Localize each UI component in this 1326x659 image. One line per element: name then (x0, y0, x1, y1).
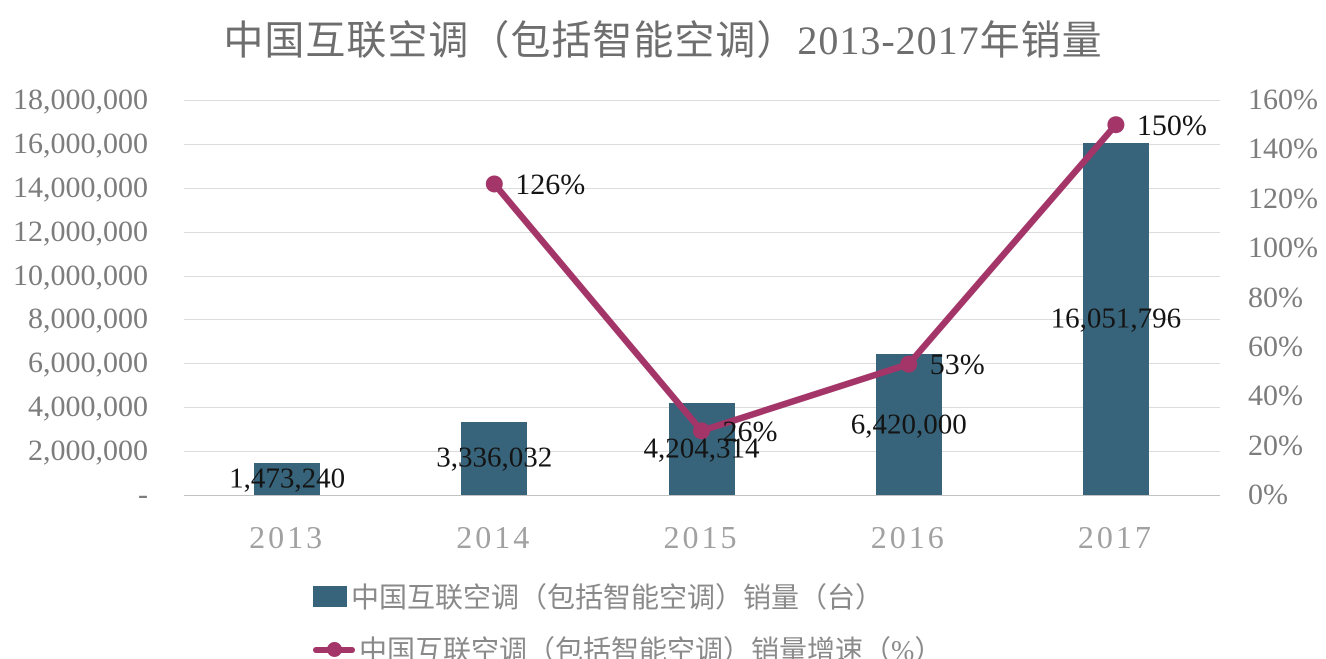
left-axis-tick-label: 16,000,000 (13, 126, 148, 160)
gridline (183, 143, 1220, 145)
legend-label-sales: 中国互联空调（包括智能空调）销量（台） (351, 583, 884, 614)
bar-value-label: 1,473,240 (229, 462, 346, 495)
category-label: 2014 (456, 519, 533, 555)
left-axis-tick-label: 10,000,000 (13, 258, 148, 292)
line-point-marker (1107, 116, 1125, 134)
right-axis-tick-label: 120% (1248, 181, 1318, 215)
bar (254, 462, 321, 495)
bar-value-label: 6,420,000 (850, 408, 967, 441)
left-axis-tick-label: 2,000,000 (28, 434, 148, 468)
gridline (183, 187, 1220, 189)
right-axis-tick-label: 0% (1248, 478, 1288, 511)
category-label: 2013 (249, 519, 326, 555)
gridline (183, 231, 1220, 233)
right-axis-tick-label: 40% (1248, 379, 1303, 413)
gridline (183, 275, 1220, 277)
category-label: 2015 (663, 519, 740, 555)
gridline (183, 100, 1220, 101)
line-value-label: 150% (1136, 108, 1207, 142)
bar-value-label: 3,336,032 (436, 441, 553, 474)
left-axis-tick-label: 18,000,000 (13, 83, 148, 116)
line-value-label: 53% (929, 348, 985, 382)
left-axis-tick-label: 8,000,000 (28, 302, 148, 336)
bar-value-label: 4,204,314 (643, 432, 760, 465)
category-label: 2017 (1077, 519, 1154, 555)
right-axis-tick-label: 140% (1248, 132, 1318, 166)
left-axis-tick-label: 14,000,000 (13, 170, 148, 204)
right-axis-tick-label: 100% (1248, 231, 1318, 265)
right-axis-tick-label: 80% (1248, 280, 1303, 314)
right-axis-tick-label: 60% (1248, 329, 1303, 363)
x-axis-line (183, 495, 1220, 496)
line-point-marker (485, 175, 503, 193)
bar-series-swatch-icon (313, 585, 347, 607)
right-axis-tick-label: 20% (1248, 428, 1303, 462)
category-label: 2016 (870, 519, 947, 555)
left-axis-tick-label: 4,000,000 (28, 390, 148, 424)
line-value-label: 126% (515, 167, 586, 201)
line-series-swatch-icon (313, 639, 355, 659)
bar-value-label: 16,051,796 (1050, 302, 1182, 335)
legend-item-sales: 中国互联空调（包括智能空调）销量（台） (313, 576, 942, 616)
left-axis-tick-label: - (138, 478, 148, 511)
line-value-label: 26% (722, 414, 778, 448)
left-axis-tick-label: 6,000,000 (28, 346, 148, 380)
gridline (183, 363, 1220, 365)
chart-title: 中国互联空调（包括智能空调）2013-2017年销量 (223, 18, 1103, 63)
right-axis-tick-label: 160% (1248, 83, 1318, 116)
growth-line (491, 121, 1120, 435)
legend: 中国互联空调（包括智能空调）销量（台） 中国互联空调（包括智能空调）销量增速（%… (313, 576, 942, 659)
legend-label-growth: 中国互联空调（包括智能空调）销量增速（%） (359, 636, 943, 659)
legend-item-growth: 中国互联空调（包括智能空调）销量增速（%） (313, 629, 942, 659)
left-axis-tick-label: 12,000,000 (13, 214, 148, 248)
